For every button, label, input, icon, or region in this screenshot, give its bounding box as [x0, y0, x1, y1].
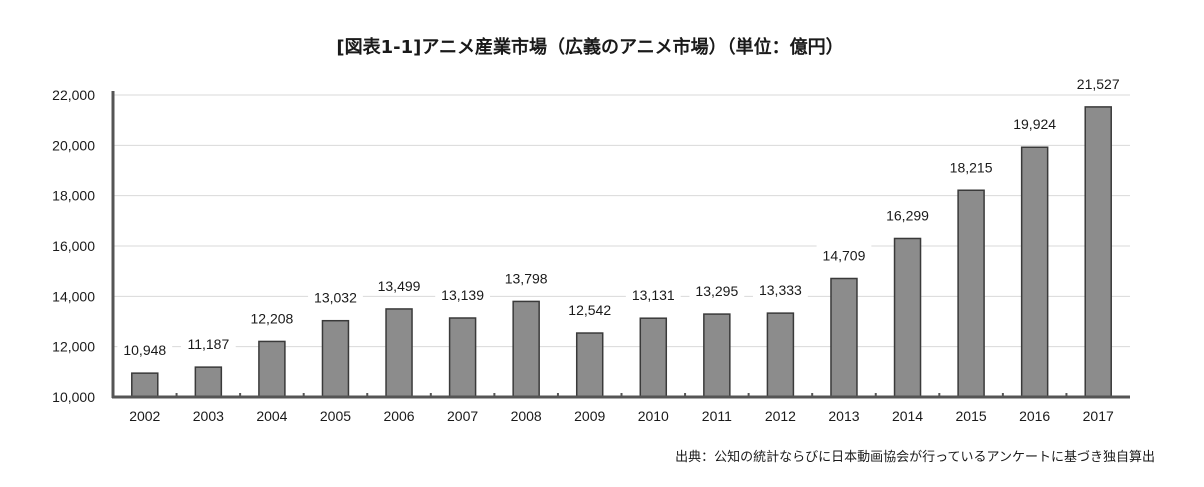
data-label-bg	[308, 286, 363, 307]
data-label-bg	[943, 156, 999, 177]
x-tick-label: 2006	[383, 408, 414, 424]
y-tick-label: 10,000	[52, 389, 95, 405]
data-label-2002: 10,948	[123, 342, 166, 358]
data-label-bg	[117, 339, 173, 360]
data-label-2014: 16,299	[886, 207, 929, 223]
x-tick-label: 2010	[638, 408, 669, 424]
bar-2010	[639, 317, 668, 398]
y-tick-label: 16,000	[52, 238, 95, 254]
data-label-2013: 14,709	[823, 247, 866, 263]
bar-2013	[830, 277, 858, 398]
source-note: 出典：公知の統計ならびに日本動画協会が行っているアンケートに基づき独自算出	[675, 449, 1155, 465]
y-axis-ticks: 10,000 12,000 14,000 16,000 18,000 20,000 22,0…	[52, 87, 95, 405]
bar-2005	[321, 319, 350, 398]
data-labels: 10,948 11,187 12,208 13,032 13,499 13,139 13,7…	[117, 72, 1126, 360]
bar-2014	[893, 237, 922, 398]
data-label-2007: 13,139	[441, 287, 484, 303]
data-label-bg	[816, 244, 872, 265]
x-tick-label: 2014	[892, 408, 923, 424]
data-label-bg	[498, 267, 554, 288]
bar-2011	[703, 313, 731, 398]
data-label-2005: 13,032	[314, 290, 357, 306]
x-tick-label: 2003	[193, 408, 224, 424]
y-tick-label: 18,000	[52, 188, 95, 204]
x-tick-label: 2005	[320, 408, 351, 424]
bars	[131, 106, 1112, 398]
data-label-2004: 12,208	[250, 310, 293, 326]
x-tick-label: 2017	[1083, 408, 1114, 424]
data-label-2010: 13,131	[632, 287, 675, 303]
x-tick-label: 2012	[765, 408, 796, 424]
axes	[111, 91, 1130, 399]
data-label-bg	[880, 204, 935, 225]
data-label-2006: 13,499	[378, 278, 421, 294]
chart-title: [図表1-1]アニメ産業市場（広義のアニメ市場）（単位：億円）	[336, 36, 843, 58]
data-label-bg	[371, 274, 427, 295]
data-label-bg	[625, 284, 681, 305]
bar-2017	[1084, 106, 1112, 398]
data-label-2003: 11,187	[187, 336, 229, 352]
y-tick-label: 12,000	[52, 339, 95, 355]
x-tick-label: 2007	[447, 408, 478, 424]
x-tick-label: 2011	[702, 408, 732, 424]
x-axis-ticks: 2002 2003 2004 2005 2006 2007 2008 2009 2010 2011…	[129, 408, 1114, 424]
bar-2003	[194, 366, 223, 398]
data-label-2011: 13,295	[695, 283, 738, 299]
x-tick-label: 2016	[1019, 408, 1050, 424]
data-label-2017: 21,527	[1077, 76, 1120, 92]
bar-2007	[448, 317, 477, 398]
data-label-bg	[435, 284, 490, 305]
data-label-bg	[1007, 113, 1063, 134]
data-label-2008: 13,798	[505, 270, 548, 286]
data-label-bg	[1070, 72, 1126, 93]
data-label-bg	[180, 333, 236, 354]
data-label-2009: 12,542	[568, 302, 611, 318]
bar-2002	[131, 372, 159, 398]
x-tick-label: 2002	[129, 408, 160, 424]
bar-2006	[385, 308, 413, 398]
bar-2004	[258, 340, 286, 398]
y-tick-label: 20,000	[52, 137, 95, 153]
y-tick-label: 22,000	[52, 87, 95, 103]
x-tick-label: 2015	[956, 408, 987, 424]
bar-2015	[957, 189, 985, 398]
data-label-2016: 19,924	[1013, 116, 1056, 132]
data-label-2015: 18,215	[950, 159, 993, 175]
bar-2008	[512, 300, 540, 398]
bar-2012	[766, 312, 795, 398]
x-tick-label: 2008	[511, 408, 542, 424]
data-label-2012: 13,333	[759, 282, 802, 298]
data-label-bg	[689, 280, 745, 301]
y-tick-label: 14,000	[52, 288, 95, 304]
data-label-bg	[244, 307, 300, 328]
x-tick-label: 2009	[574, 408, 605, 424]
x-tick-label: 2004	[256, 408, 287, 424]
bar-2009	[575, 332, 604, 398]
data-label-bg	[753, 279, 808, 300]
bar-2016	[1020, 146, 1049, 398]
x-tick-label: 2013	[828, 408, 859, 424]
data-label-bg	[562, 299, 618, 320]
